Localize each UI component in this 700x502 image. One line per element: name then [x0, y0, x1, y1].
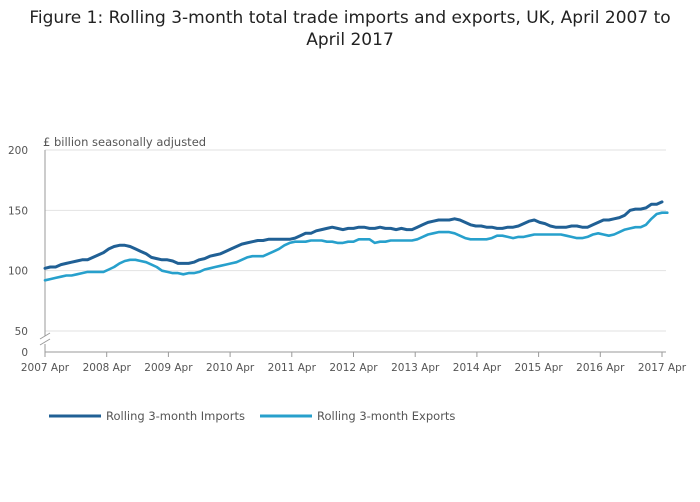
x-tick-label-3: 2010 Apr	[206, 362, 255, 374]
y-tick-label-200: 200	[8, 145, 28, 157]
legend: Rolling 3-month Imports Rolling 3-month E…	[49, 409, 455, 423]
x-tick-label-9: 2016 Apr	[576, 362, 625, 374]
y-tick-label-100: 100	[8, 266, 28, 278]
x-tick-label-8: 2015 Apr	[514, 362, 563, 374]
x-tick-label-6: 2013 Apr	[391, 362, 440, 374]
legend-label-imports: Rolling 3-month Imports	[106, 409, 245, 423]
legend-label-exports: Rolling 3-month Exports	[317, 409, 455, 423]
chart-title-line2: April 2017	[306, 30, 394, 50]
imports-series-line	[43, 200, 664, 270]
series-lines	[43, 200, 669, 282]
x-tick-label-1: 2008 Apr	[83, 362, 132, 374]
y-axis-unit-label: £ billion seasonally adjusted	[43, 135, 206, 149]
y-tick-label-50: 50	[15, 326, 28, 338]
axis-break-mark-2	[39, 338, 51, 346]
exports-series-line	[43, 211, 669, 282]
x-axis-ticks: 2007 Apr 2008 Apr 2009 Apr 2010 Apr 2011 Apr…	[21, 352, 687, 374]
y-tick-label-150: 150	[8, 205, 28, 217]
x-tick-label-4: 2011 Apr	[268, 362, 317, 374]
y-axis-ticks: 200 150 100 50 0	[8, 145, 28, 359]
y-tick-label-0: 0	[21, 347, 28, 359]
x-tick-label-7: 2014 Apr	[453, 362, 502, 374]
axes	[39, 150, 666, 353]
x-tick-label-2: 2009 Apr	[144, 362, 193, 374]
x-tick-label-0: 2007 Apr	[21, 362, 70, 374]
chart-title-line1: Figure 1: Rolling 3-month total trade im…	[29, 8, 670, 28]
x-tick-label-5: 2012 Apr	[329, 362, 378, 374]
axis-break-mark-1	[39, 332, 51, 340]
x-tick-label-10: 2017 Apr	[638, 362, 687, 374]
gridlines	[45, 149, 666, 332]
